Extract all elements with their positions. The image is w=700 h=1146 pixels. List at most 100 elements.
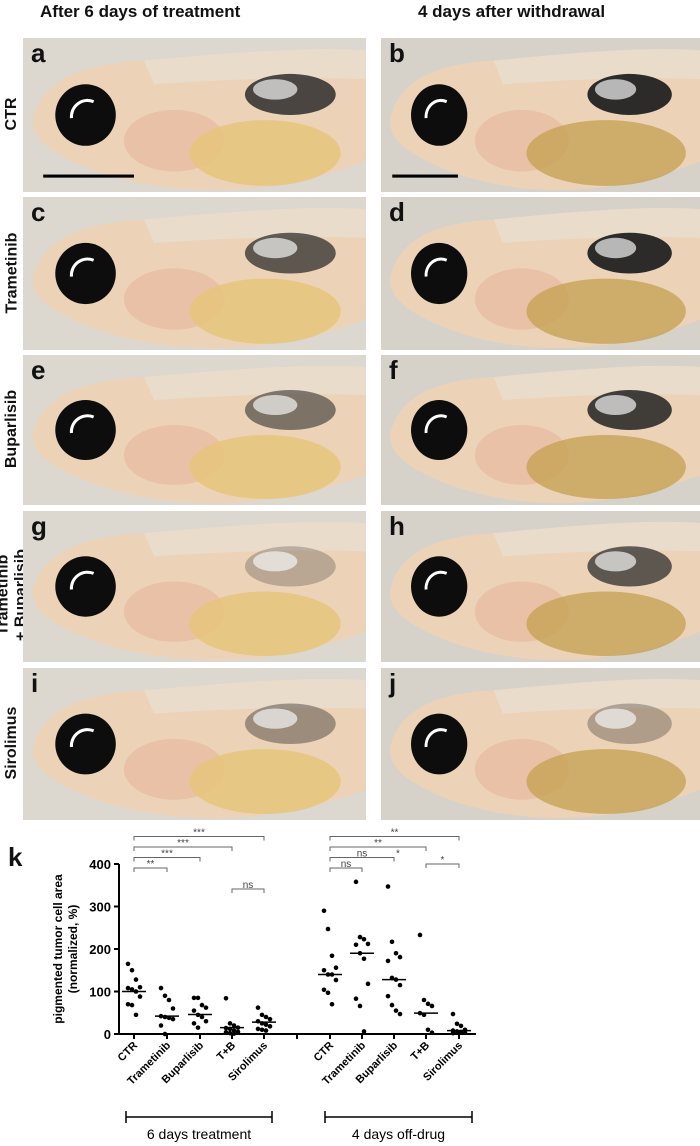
significance-label: * (441, 855, 445, 866)
data-point (223, 1030, 229, 1035)
significance-label: *** (177, 838, 189, 849)
data-point (129, 967, 135, 973)
photo-panel-e: e (23, 355, 366, 505)
data-point (429, 1030, 435, 1036)
significance-label: * (396, 849, 400, 860)
row-label-4: Sirolimus (3, 706, 20, 780)
data-point (329, 1001, 335, 1007)
data-point (259, 1027, 265, 1033)
data-point (361, 956, 367, 962)
data-point (137, 994, 143, 999)
group-label: 4 days off-drug (352, 1126, 445, 1142)
significance-bracket (329, 867, 363, 872)
x-tick-label: CTR (116, 1040, 141, 1065)
photo-panel-b: b (381, 38, 700, 192)
data-point (417, 932, 423, 938)
panel-label: f (389, 355, 398, 385)
row-label-2: Buparlisib (3, 389, 20, 469)
data-point (191, 1021, 197, 1026)
data-point (385, 958, 391, 964)
significance-bracket (133, 867, 168, 872)
significance-label: ** (391, 828, 399, 839)
photo-panel-g: g (23, 511, 366, 662)
data-point (385, 993, 391, 999)
data-point (191, 1008, 197, 1013)
row-label-1: Trametinib (3, 232, 20, 313)
column-header-treatment: After 6 days of treatment (40, 2, 241, 21)
data-point (333, 965, 339, 970)
photo-panel-d: d (381, 197, 700, 350)
data-point (333, 977, 339, 983)
data-point (263, 1014, 269, 1020)
data-point (425, 1001, 431, 1007)
x-tick-label: CTR (312, 1040, 337, 1065)
data-point (162, 1014, 168, 1020)
significance-bracket (329, 857, 395, 862)
significance-bracket (133, 846, 233, 851)
data-point (170, 1006, 176, 1011)
y-axis-label: pigmented tumor cell area(normalized, %) (51, 874, 80, 1024)
data-point (263, 1028, 269, 1033)
panel-label: c (31, 197, 46, 227)
significance-label: *** (193, 828, 205, 839)
data-point (450, 1030, 456, 1036)
data-point (203, 1018, 209, 1024)
data-point (353, 996, 359, 1002)
data-point (462, 1030, 468, 1036)
data-point (425, 1027, 431, 1033)
data-point (329, 953, 335, 959)
data-point (195, 995, 201, 1001)
data-point (353, 879, 359, 885)
row-label-0: CTR (3, 97, 20, 131)
data-point (199, 1002, 205, 1008)
data-point (353, 942, 359, 948)
significance-bracket (231, 888, 265, 893)
data-point (125, 985, 131, 991)
group-label: 6 days treatment (147, 1126, 251, 1142)
panel-label: a (31, 38, 46, 68)
data-point (321, 908, 327, 914)
panel-label: e (31, 355, 46, 385)
data-point (125, 961, 131, 967)
panel-label: h (389, 511, 405, 541)
significance-label: ns (243, 880, 254, 891)
data-point (267, 1024, 273, 1029)
group-bracket (324, 1111, 473, 1123)
group-bracket (125, 1111, 273, 1123)
data-point (231, 1023, 237, 1028)
data-point (199, 1014, 205, 1020)
data-point (255, 1018, 261, 1024)
photo-panel-f: f (381, 355, 700, 505)
data-point (162, 1031, 168, 1037)
data-point (162, 993, 168, 999)
data-point (325, 926, 331, 932)
data-point (259, 1012, 265, 1018)
significance-label: ** (374, 838, 382, 849)
data-point (255, 1005, 261, 1010)
data-point (125, 1001, 131, 1007)
significance-bracket (133, 836, 265, 841)
data-point (454, 1021, 460, 1027)
panel-label: i (31, 668, 39, 698)
data-point (454, 1029, 460, 1034)
significance-bracket (425, 863, 460, 868)
y-tick-label: 400 (89, 857, 111, 872)
data-point (361, 1029, 367, 1034)
data-point (235, 1029, 241, 1035)
data-point (389, 1002, 395, 1008)
data-point (321, 987, 327, 993)
data-point (385, 884, 391, 889)
data-point (397, 954, 403, 960)
data-point (133, 977, 139, 982)
y-axis-label-line: (normalized, %) (66, 905, 80, 994)
data-point (365, 941, 371, 947)
data-point (393, 1008, 399, 1013)
data-point (129, 987, 135, 992)
data-point (203, 1005, 209, 1010)
panel-label: j (389, 668, 397, 698)
y-tick-label: 0 (104, 1027, 111, 1042)
data-point (357, 934, 363, 940)
photo-panel-i: i (23, 668, 366, 820)
significance-bracket (329, 836, 460, 841)
